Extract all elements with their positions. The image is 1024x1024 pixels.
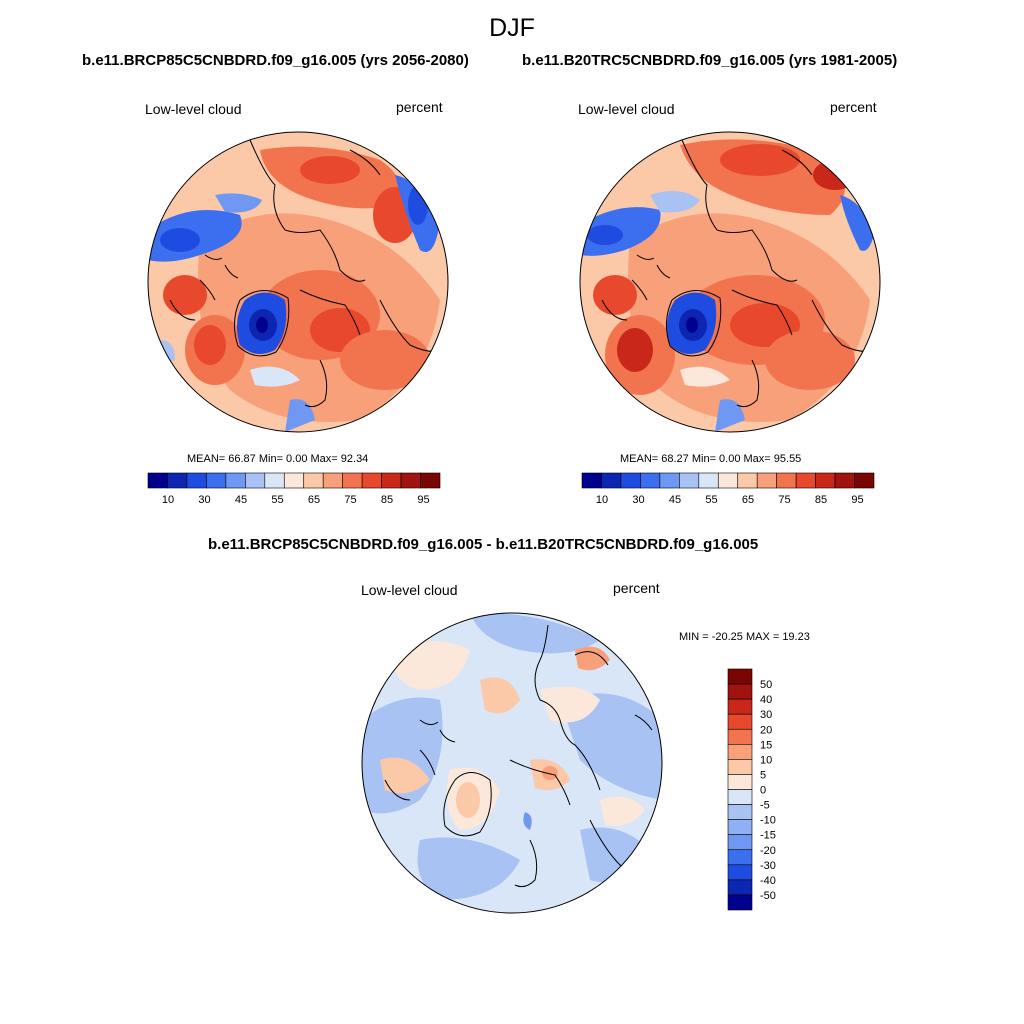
colorbar-tick-label: -40 <box>760 875 776 887</box>
colorbar-box <box>342 472 363 489</box>
colorbar-tick-label: 45 <box>669 494 681 506</box>
colorbar-box <box>727 668 753 685</box>
panel-1-stats: MEAN= 66.87 Min= 0.00 Max= 92.34 <box>187 453 369 465</box>
colorbar-box <box>776 472 797 489</box>
colorbar-tick-label: 30 <box>198 494 210 506</box>
colorbar-box <box>727 864 753 881</box>
colorbar-box <box>727 713 753 730</box>
colorbar-tick-label: 55 <box>705 494 717 506</box>
colorbar-tick-label: 40 <box>760 694 772 706</box>
colorbar-historical: 10 30 45 55 65 75 85 95 <box>581 472 875 506</box>
colorbar-box <box>264 472 285 489</box>
colorbar-box <box>795 472 816 489</box>
figure-title: DJF <box>489 14 535 42</box>
colorbar-box <box>620 472 641 489</box>
colorbar-box <box>727 759 753 775</box>
colorbar-tick-label: 30 <box>632 494 644 506</box>
colorbar-tick-label: 0 <box>760 785 766 797</box>
colorbar-box <box>283 472 305 489</box>
colorbar-box <box>400 472 421 489</box>
panel-3-variable: Low-level cloud <box>361 582 458 598</box>
colorbar-box <box>727 683 753 700</box>
colorbar-tick-label: 10 <box>760 754 772 766</box>
colorbar-box <box>381 472 402 489</box>
colorbar-box <box>581 472 602 489</box>
colorbar-tick-label: -50 <box>760 890 776 902</box>
case-a-title: b.e11.BRCP85C5CNBDRD.f09_g16.005 (yrs 20… <box>82 52 469 69</box>
colorbar-box <box>834 472 855 489</box>
colorbar-tick-label: 55 <box>271 494 283 506</box>
colorbar-tick-label: 85 <box>381 494 393 506</box>
colorbar-box <box>640 472 661 489</box>
colorbar-future: 10 30 45 55 65 75 85 95 <box>147 472 441 506</box>
colorbar-tick-label: 65 <box>308 494 320 506</box>
colorbar-box <box>698 472 719 489</box>
colorbar-tick-label: -5 <box>760 800 770 812</box>
colorbar-box <box>361 472 382 489</box>
colorbar-box <box>225 472 246 489</box>
colorbar-tick-label: 10 <box>596 494 608 506</box>
colorbar-box <box>245 472 266 489</box>
colorbar-box <box>815 472 836 489</box>
panel-3-units: percent <box>613 580 660 596</box>
panel-2-variable: Low-level cloud <box>578 101 675 117</box>
colorbar-box <box>737 472 758 489</box>
panel-1-units: percent <box>396 99 443 115</box>
colorbar-box <box>727 774 753 790</box>
colorbar-box <box>854 472 875 489</box>
map-historical <box>579 131 881 433</box>
colorbar-box <box>727 819 753 835</box>
colorbar-box <box>727 804 753 820</box>
colorbar-box <box>206 472 227 489</box>
colorbar-tick-label: 15 <box>760 739 772 751</box>
colorbar-box <box>756 472 777 489</box>
colorbar-tick-label: 85 <box>815 494 827 506</box>
colorbar-box <box>727 879 753 896</box>
colorbar-box <box>659 472 680 489</box>
colorbar-tick-label: -15 <box>760 830 776 842</box>
map-future <box>147 131 449 433</box>
colorbar-box <box>601 472 622 489</box>
colorbar-box <box>717 472 739 489</box>
colorbar-box <box>727 849 753 866</box>
colorbar-tick-label: 75 <box>778 494 790 506</box>
colorbar-tick-label: -30 <box>760 860 776 872</box>
colorbar-box <box>727 698 753 715</box>
colorbar-box <box>727 834 753 851</box>
colorbar-tick-label: 5 <box>760 769 766 781</box>
colorbar-box <box>147 472 168 489</box>
colorbar-tick-label: 10 <box>162 494 174 506</box>
colorbar-tick-label: -20 <box>760 845 776 857</box>
difference-title: b.e11.BRCP85C5CNBDRD.f09_g16.005 - b.e11… <box>208 536 759 553</box>
colorbar-box <box>420 472 441 489</box>
map-difference <box>361 612 663 914</box>
colorbar-tick-label: 20 <box>760 724 772 736</box>
panel-2-units: percent <box>830 99 877 115</box>
colorbar-box <box>727 894 753 911</box>
colorbar-tick-label: -10 <box>760 815 776 827</box>
panel-2-stats: MEAN= 68.27 Min= 0.00 Max= 95.55 <box>620 453 802 465</box>
colorbar-tick-label: 95 <box>417 494 429 506</box>
panel-1-variable: Low-level cloud <box>145 101 242 117</box>
colorbar-box <box>322 472 343 489</box>
colorbar-box <box>303 472 324 489</box>
colorbar-box <box>167 472 188 489</box>
colorbar-tick-label: 65 <box>742 494 754 506</box>
colorbar-tick-label: 30 <box>760 709 772 721</box>
colorbar-box <box>727 744 753 760</box>
colorbar-box <box>679 472 700 489</box>
colorbar-box <box>186 472 207 489</box>
colorbar-tick-label: 45 <box>235 494 247 506</box>
colorbar-tick-label: 75 <box>344 494 356 506</box>
panel-3-stats: MIN = -20.25 MAX = 19.23 <box>679 631 810 643</box>
colorbar-tick-label: 50 <box>760 679 772 691</box>
colorbar-box <box>727 728 753 745</box>
colorbar-box <box>727 789 753 805</box>
colorbar-tick-label: 95 <box>851 494 863 506</box>
case-b-title: b.e11.B20TRC5CNBDRD.f09_g16.005 (yrs 198… <box>522 52 898 69</box>
